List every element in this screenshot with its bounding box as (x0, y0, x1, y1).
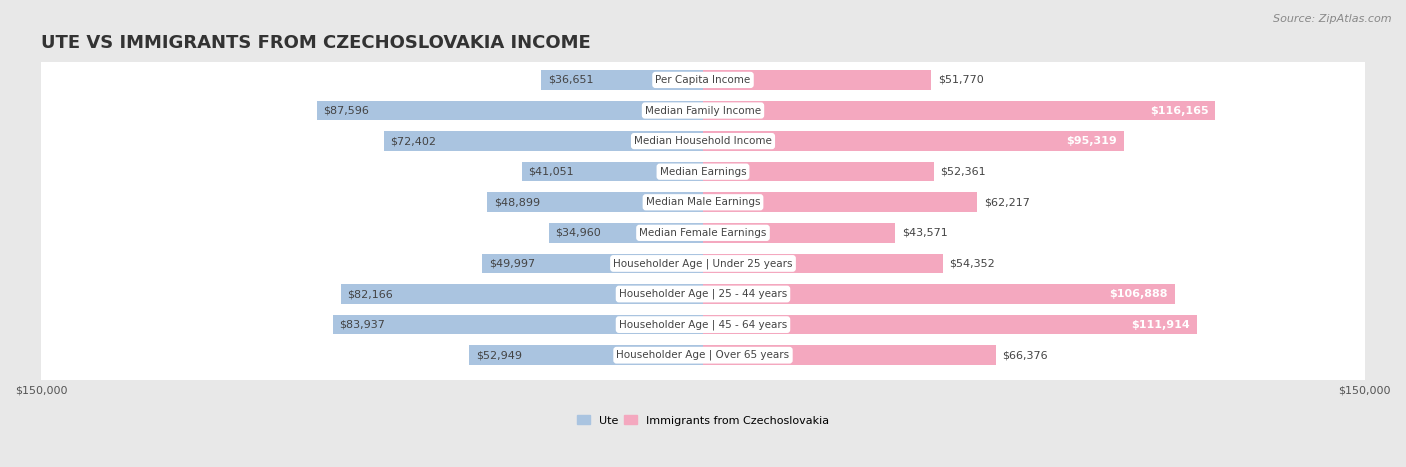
Text: $83,937: $83,937 (339, 319, 385, 330)
Bar (703, 315, 1197, 334)
Bar (703, 346, 995, 365)
FancyBboxPatch shape (28, 0, 1378, 467)
Bar (316, 101, 703, 120)
Text: Householder Age | Under 25 years: Householder Age | Under 25 years (613, 258, 793, 269)
Legend: Ute, Immigrants from Czechoslovakia: Ute, Immigrants from Czechoslovakia (572, 410, 834, 430)
FancyBboxPatch shape (28, 0, 1378, 467)
Text: $43,571: $43,571 (901, 228, 948, 238)
Text: $34,960: $34,960 (555, 228, 602, 238)
FancyBboxPatch shape (28, 0, 1378, 467)
Bar (703, 162, 934, 182)
Bar (340, 284, 703, 304)
Text: Householder Age | 45 - 64 years: Householder Age | 45 - 64 years (619, 319, 787, 330)
Text: $116,165: $116,165 (1150, 106, 1209, 115)
Bar (488, 192, 703, 212)
Text: $82,166: $82,166 (347, 289, 392, 299)
FancyBboxPatch shape (28, 0, 1378, 467)
Bar (333, 315, 703, 334)
Bar (470, 346, 703, 365)
FancyBboxPatch shape (28, 0, 1378, 467)
Text: Median Family Income: Median Family Income (645, 106, 761, 115)
Text: Source: ZipAtlas.com: Source: ZipAtlas.com (1274, 14, 1392, 24)
Text: $54,352: $54,352 (949, 258, 995, 269)
Bar (703, 192, 977, 212)
Text: $41,051: $41,051 (529, 167, 574, 177)
Text: $106,888: $106,888 (1109, 289, 1168, 299)
Text: $36,651: $36,651 (548, 75, 593, 85)
FancyBboxPatch shape (28, 0, 1378, 467)
Text: $49,997: $49,997 (489, 258, 536, 269)
Text: Median Female Earnings: Median Female Earnings (640, 228, 766, 238)
Bar (703, 101, 1215, 120)
FancyBboxPatch shape (28, 0, 1378, 467)
Bar (703, 284, 1174, 304)
FancyBboxPatch shape (28, 0, 1378, 467)
Text: $51,770: $51,770 (938, 75, 984, 85)
Text: Householder Age | Over 65 years: Householder Age | Over 65 years (616, 350, 790, 361)
Bar (703, 223, 896, 243)
Bar (522, 162, 703, 182)
Bar (703, 131, 1123, 151)
FancyBboxPatch shape (28, 0, 1378, 467)
Bar (541, 70, 703, 90)
Text: $48,899: $48,899 (494, 197, 540, 207)
Text: $95,319: $95,319 (1066, 136, 1116, 146)
Text: UTE VS IMMIGRANTS FROM CZECHOSLOVAKIA INCOME: UTE VS IMMIGRANTS FROM CZECHOSLOVAKIA IN… (41, 34, 591, 52)
Text: Median Household Income: Median Household Income (634, 136, 772, 146)
Text: $52,361: $52,361 (941, 167, 986, 177)
Bar (384, 131, 703, 151)
Text: Householder Age | 25 - 44 years: Householder Age | 25 - 44 years (619, 289, 787, 299)
Bar (548, 223, 703, 243)
Text: $72,402: $72,402 (391, 136, 436, 146)
Bar (703, 254, 943, 273)
Text: $52,949: $52,949 (477, 350, 522, 360)
Text: Per Capita Income: Per Capita Income (655, 75, 751, 85)
Text: $87,596: $87,596 (323, 106, 368, 115)
FancyBboxPatch shape (28, 0, 1378, 467)
Text: Median Male Earnings: Median Male Earnings (645, 197, 761, 207)
Text: $66,376: $66,376 (1002, 350, 1047, 360)
Text: Median Earnings: Median Earnings (659, 167, 747, 177)
Text: $111,914: $111,914 (1132, 319, 1189, 330)
Bar (703, 70, 931, 90)
Bar (482, 254, 703, 273)
Text: $62,217: $62,217 (984, 197, 1031, 207)
